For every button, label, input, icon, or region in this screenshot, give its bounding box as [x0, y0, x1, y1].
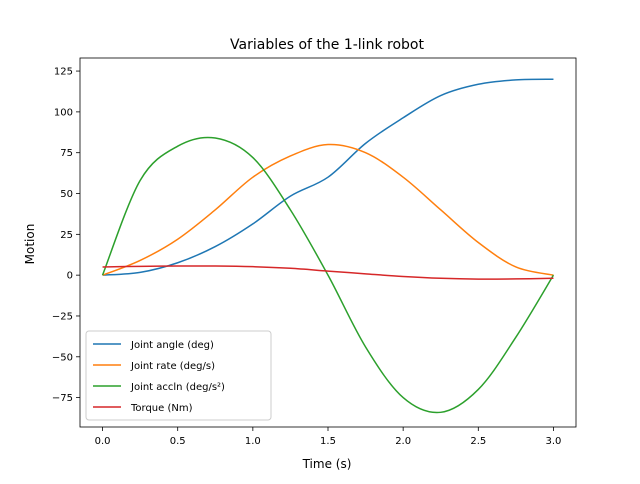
y-tick-label: 100	[54, 107, 73, 118]
y-axis-label: Motion	[23, 224, 37, 265]
legend-label-0: Joint angle (deg)	[130, 340, 214, 351]
y-tick-label: 125	[54, 67, 73, 78]
plot-area: 0.0 0.5 1.0 1.5 2.0 2.5 3.0 −75 −50 −25 0 25 50 75 100…	[52, 57, 577, 447]
x-tick-label: 1.0	[245, 436, 261, 447]
series-line-3	[102, 265, 554, 280]
y-tick-label: −25	[52, 311, 73, 322]
x-tick-label: 1.5	[320, 436, 336, 447]
series-line-1	[102, 143, 554, 276]
legend-box	[85, 330, 272, 421]
y-tick-label: 50	[60, 189, 73, 200]
x-axis-label: Time (s)	[302, 457, 352, 471]
y-tick-label: −75	[52, 393, 73, 404]
y-tick-label: 0	[67, 271, 73, 282]
y-tick-label: 25	[60, 230, 73, 241]
x-tick-label: 2.5	[470, 436, 486, 447]
legend-label-1: Joint rate (deg/s)	[130, 361, 215, 372]
y-tick-label: −50	[52, 352, 73, 363]
x-tick-label: 3.0	[546, 436, 562, 447]
y-tick-label: 75	[60, 148, 73, 159]
legend: Joint angle (deg) Joint rate (deg/s) Joint…	[85, 330, 272, 421]
series-line-0	[102, 78, 554, 276]
series-line-2	[101, 136, 555, 414]
x-tick-label: 0.0	[95, 436, 111, 447]
x-tick-label: 0.5	[170, 436, 186, 447]
x-tick-label: 2.0	[395, 436, 411, 447]
chart-title: Variables of the 1-link robot	[230, 37, 424, 53]
legend-label-3: Torque (Nm)	[130, 403, 193, 414]
legend-label-2: Joint accln (deg/s²)	[130, 382, 225, 393]
